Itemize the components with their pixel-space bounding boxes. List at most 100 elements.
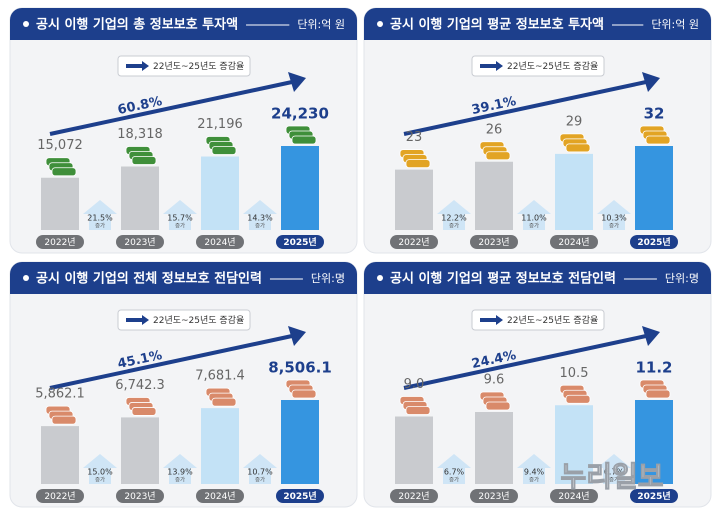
category-pill <box>470 235 518 249</box>
category-label: 2025년 <box>283 490 316 502</box>
bar <box>201 408 239 484</box>
total-growth-arrow <box>49 80 293 136</box>
icon <box>485 401 511 411</box>
value-label: 15,072 <box>37 138 83 153</box>
growth-note: 증가 <box>255 476 265 484</box>
growth-note: 증가 <box>95 222 105 230</box>
category-label: 2024년 <box>558 491 589 502</box>
icon <box>405 159 431 169</box>
panel-title: 공시 이행 기업의 전체 정보보호 전담인력 <box>36 271 262 287</box>
growth-label: 6.7% <box>444 468 465 477</box>
bar <box>395 416 433 484</box>
category-pill <box>196 235 244 249</box>
legend-text: 22년도~25년도 증감율 <box>507 314 598 326</box>
bar <box>555 153 593 230</box>
category-label: 2022년 <box>44 491 75 502</box>
panel-header <box>10 262 357 294</box>
watermark: 누리일보 <box>560 460 663 493</box>
value-label: 6,742.3 <box>115 378 165 393</box>
value-label: 9.6 <box>484 373 505 388</box>
icon <box>485 151 511 161</box>
category-label: 2024년 <box>204 491 235 502</box>
value-label: 24,230 <box>271 105 329 123</box>
arrow-head <box>642 326 660 346</box>
panel-header <box>364 8 711 40</box>
value-label: 7,681.4 <box>195 369 245 384</box>
category-pill <box>276 489 324 503</box>
legend-box <box>471 309 605 331</box>
growth-note: 증가 <box>449 222 459 230</box>
header-dot <box>377 275 383 281</box>
panel-header <box>364 262 711 294</box>
category-label: 2025년 <box>637 490 670 502</box>
bar <box>201 156 239 230</box>
value-label: 29 <box>566 114 583 129</box>
category-label: 2022년 <box>398 237 429 248</box>
value-label: 32 <box>644 105 665 123</box>
category-pill <box>550 489 598 503</box>
growth-label: 10.7% <box>247 468 273 477</box>
growth-note: 증가 <box>529 476 539 484</box>
total-growth-arrow <box>403 80 647 136</box>
header-dot <box>377 21 383 27</box>
panel-header <box>10 8 357 40</box>
icon <box>645 389 671 399</box>
value-label: 18,318 <box>117 127 163 142</box>
category-pill <box>550 235 598 249</box>
header-dot <box>23 21 29 27</box>
growth-note: 증가 <box>175 476 185 484</box>
category-label: 2024년 <box>558 237 589 248</box>
icon <box>211 146 237 155</box>
value-label: 5,862.1 <box>35 387 85 402</box>
growth-note: 증가 <box>609 222 619 230</box>
icon <box>291 389 317 399</box>
panel-title: 공시 이행 기업의 평균 정보보호 투자액 <box>390 17 604 33</box>
growth-arrow <box>437 200 471 230</box>
category-pill <box>390 489 438 503</box>
bar <box>281 400 319 484</box>
growth-label: 11.0% <box>521 214 547 223</box>
header-dot <box>23 275 29 281</box>
growth-arrow <box>597 454 631 484</box>
category-pill <box>390 235 438 249</box>
growth-label: 14.3% <box>247 214 273 223</box>
growth-arrow <box>437 454 471 484</box>
growth-label: 6.7% <box>604 468 625 477</box>
value-label: 21,196 <box>197 117 243 132</box>
growth-arrow <box>597 200 631 230</box>
growth-arrow <box>163 200 197 230</box>
category-label: 2022년 <box>44 237 75 248</box>
value-label: 8,506.1 <box>268 359 332 377</box>
icon <box>565 394 591 404</box>
category-label: 2023년 <box>124 491 155 502</box>
icon <box>405 406 431 415</box>
unit-label: 단위:억 원 <box>651 18 699 31</box>
growth-arrow <box>243 454 277 484</box>
bar <box>635 400 673 484</box>
legend-box <box>117 55 251 77</box>
growth-label: 10.3% <box>601 214 627 223</box>
category-label: 2025년 <box>283 236 316 248</box>
icon <box>211 397 237 407</box>
category-pill <box>630 489 678 503</box>
icon <box>291 135 317 145</box>
bar <box>281 146 319 230</box>
panel-title: 공시 이행 기업의 평균 정보보호 전담인력 <box>390 271 616 287</box>
growth-label: 9.4% <box>524 468 545 477</box>
growth-arrow <box>163 454 197 484</box>
value-label: 23 <box>406 130 423 145</box>
bar <box>555 405 593 484</box>
category-label: 2022년 <box>398 491 429 502</box>
legend-arrow <box>126 315 149 325</box>
bar <box>635 146 673 230</box>
category-pill <box>116 235 164 249</box>
category-label: 2023년 <box>124 237 155 248</box>
legend-arrow <box>126 61 149 71</box>
bar <box>41 426 79 484</box>
value-label: 10.5 <box>560 366 589 381</box>
chart-panel: 공시 이행 기업의 평균 정보보호 전담인력 단위:명 22년도~25년도 증감율 2… <box>363 261 712 508</box>
category-pill <box>116 489 164 503</box>
